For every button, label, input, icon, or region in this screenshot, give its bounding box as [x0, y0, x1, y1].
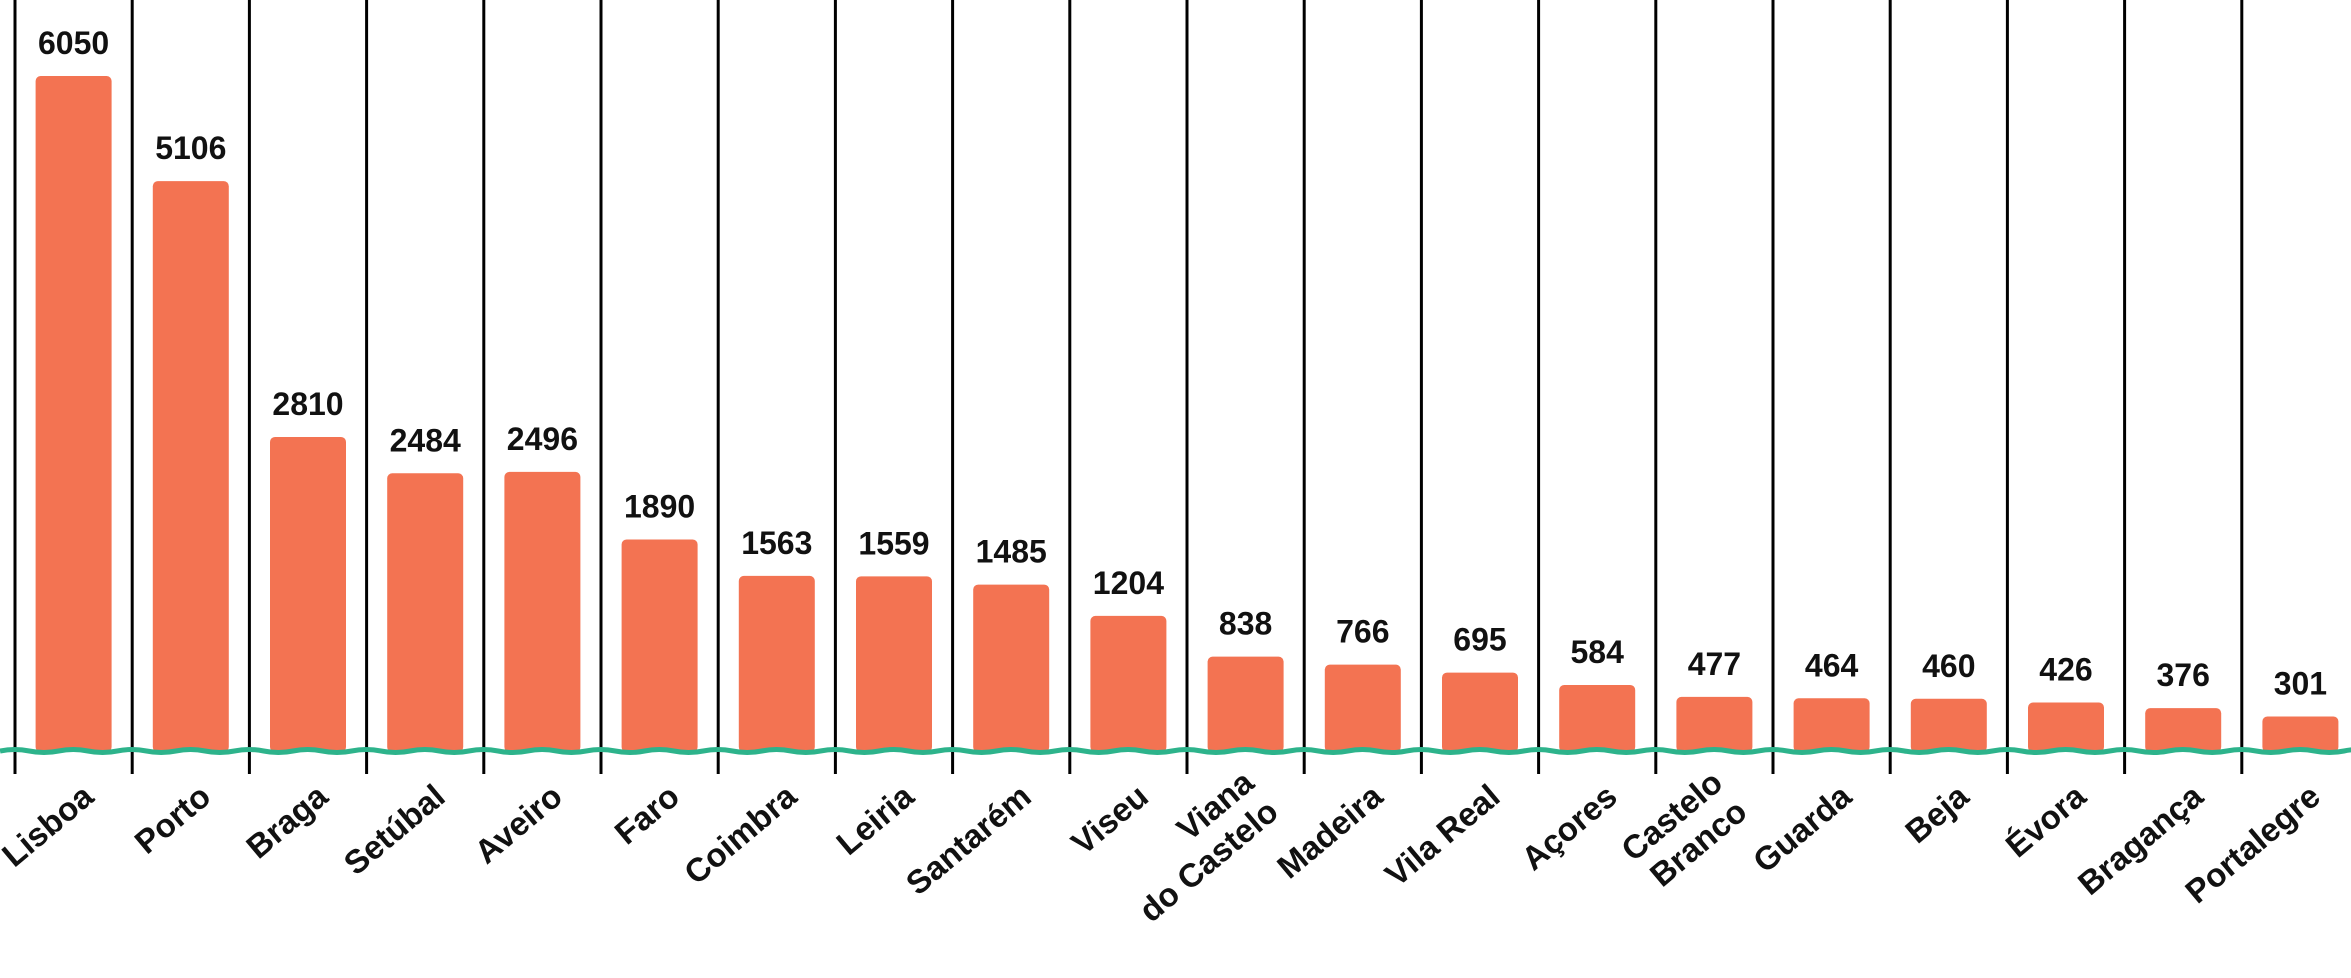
category-label-line: Viseu	[1064, 777, 1155, 862]
bar	[738, 575, 815, 752]
category-label-line: Beja	[1898, 777, 1976, 851]
value-label: 301	[2274, 665, 2327, 701]
bar	[1207, 656, 1284, 752]
bar	[1676, 696, 1753, 752]
category-label-line: Leiria	[829, 777, 921, 862]
baseline	[0, 747, 2351, 755]
value-label: 6050	[38, 25, 109, 61]
category-label: Leiria	[829, 777, 921, 862]
category-label-line: Madeira	[1270, 777, 1390, 886]
value-label: 766	[1336, 614, 1389, 650]
category-label: Faro	[608, 777, 687, 851]
bars	[35, 76, 2339, 753]
value-label: 460	[1922, 648, 1975, 684]
category-label: CasteloBranco	[1614, 763, 1754, 897]
value-label: 477	[1688, 646, 1741, 682]
value-label: 376	[2157, 657, 2210, 693]
value-label: 1559	[858, 525, 929, 561]
category-label-line: Vila Real	[1378, 777, 1507, 893]
category-label: Setúbal	[337, 777, 452, 882]
x-ticks	[13, 752, 2244, 774]
bar	[2145, 708, 2222, 752]
category-label: Coimbra	[677, 777, 804, 892]
category-label: Aveiro	[467, 777, 569, 871]
category-label-line: Santarém	[899, 777, 1038, 902]
category-label-line: Braga	[239, 777, 335, 866]
category-label: Viseu	[1064, 777, 1155, 862]
bar	[973, 584, 1050, 752]
category-label: Madeira	[1270, 777, 1390, 886]
category-label-line: Faro	[608, 777, 687, 851]
value-label: 2496	[507, 421, 578, 457]
category-labels: Lisboa Porto Braga Setúbal Aveiro FaroCoimbra…	[0, 763, 2327, 929]
bar	[504, 471, 581, 752]
value-label: 464	[1805, 647, 1859, 683]
bar	[270, 436, 346, 752]
column-separators	[13, 0, 2244, 750]
category-label-line: Aveiro	[467, 777, 569, 871]
category-label-line: Setúbal	[337, 777, 452, 882]
value-label: 838	[1219, 606, 1272, 642]
category-label-line: Guarda	[1746, 777, 1859, 880]
bar	[1442, 672, 1518, 752]
bar	[387, 473, 464, 752]
category-label-line: Lisboa	[0, 777, 101, 874]
bar	[1910, 698, 1987, 752]
value-label: 1563	[741, 525, 812, 561]
bar	[152, 181, 229, 753]
value-label: 1890	[624, 488, 695, 524]
value-label: 2484	[390, 422, 461, 458]
bar	[2262, 716, 2339, 752]
category-label-line: Açores	[1514, 777, 1623, 877]
category-label: Porto	[128, 777, 218, 861]
category-label-line: Évora	[1998, 777, 2093, 865]
bar	[1324, 664, 1401, 752]
category-label-line: Coimbra	[677, 777, 804, 892]
category-label: Guarda	[1746, 777, 1859, 880]
value-label: 695	[1453, 622, 1506, 658]
bar	[856, 576, 932, 752]
bar	[2028, 702, 2104, 752]
baseline-line	[0, 747, 2351, 755]
category-label: Braga	[239, 777, 335, 866]
category-label: Beja	[1898, 777, 1976, 851]
bar	[1793, 698, 1870, 752]
value-labels: 6050 5106 2810 2484 2496 1890 1563 1559 1485 1204…	[38, 25, 2327, 701]
category-label-line: Porto	[128, 777, 218, 861]
category-label: Évora	[1998, 777, 2093, 865]
value-label: 2810	[272, 386, 343, 422]
bar	[1090, 615, 1167, 752]
value-label: 1204	[1093, 565, 1164, 601]
category-label: Açores	[1514, 777, 1623, 877]
bar	[621, 539, 698, 752]
category-label: Lisboa	[0, 777, 101, 874]
bar	[1559, 684, 1636, 752]
value-label: 1485	[976, 534, 1047, 570]
category-label: Santarém	[899, 777, 1038, 902]
value-label: 584	[1571, 634, 1625, 670]
value-label: 5106	[155, 130, 226, 166]
bar	[35, 76, 112, 752]
value-label: 426	[2039, 652, 2092, 688]
category-label: Vila Real	[1378, 777, 1507, 893]
